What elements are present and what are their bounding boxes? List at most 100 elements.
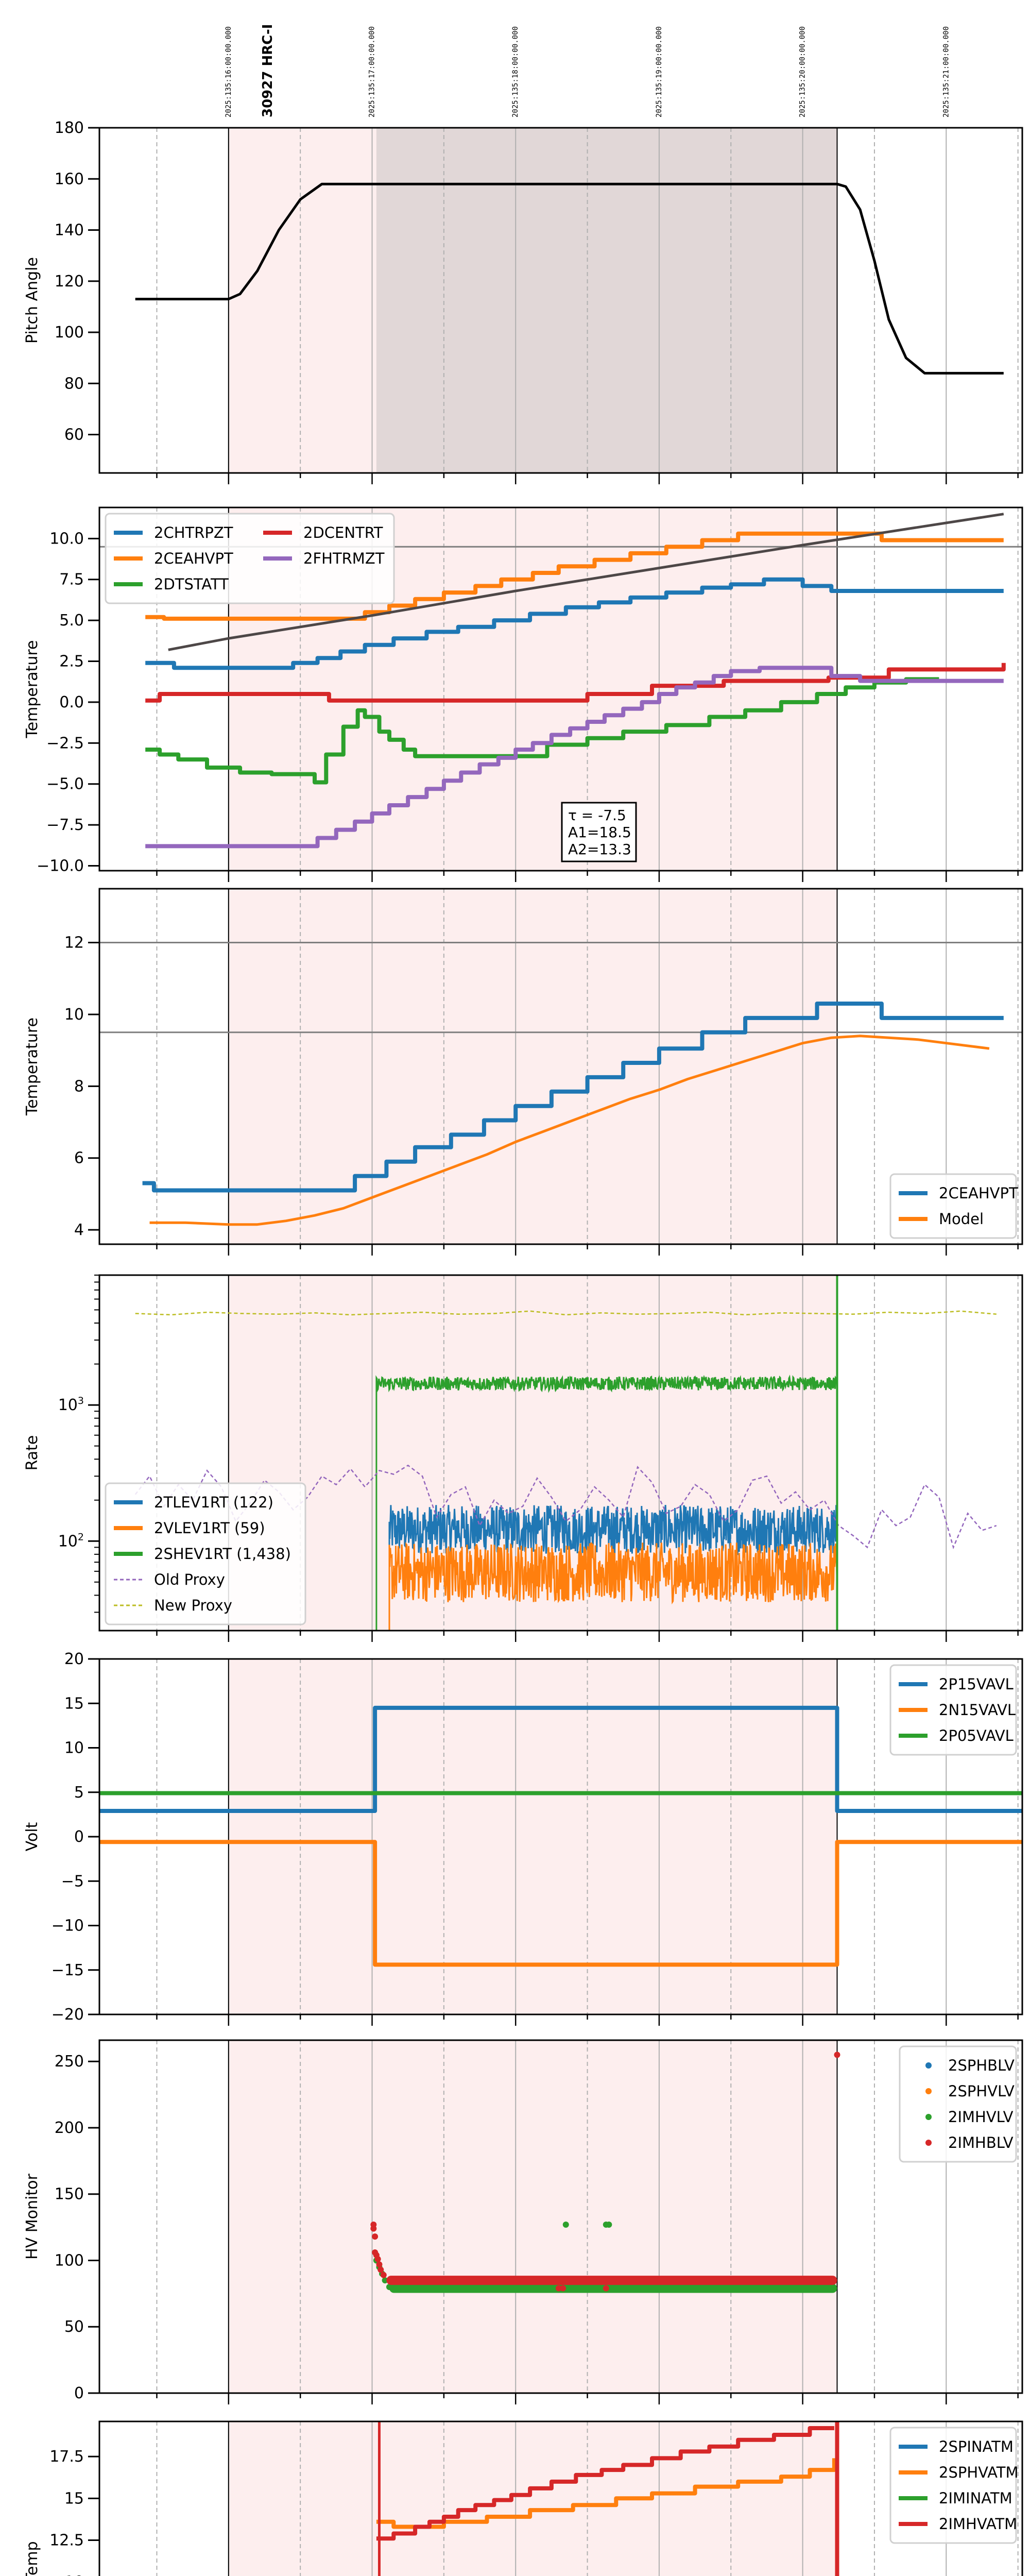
- legend-label: 2N15VAVL: [939, 1701, 1016, 1719]
- legend-label: 2TLEV1RT (122): [154, 1494, 273, 1511]
- series-group: [145, 513, 1006, 849]
- series-group: [135, 182, 1004, 375]
- y-tick-label: 50: [64, 2318, 84, 2336]
- legend-marker: [925, 2140, 932, 2146]
- y-tick-label: −15: [52, 1961, 84, 1979]
- series-2ceahvpt: [142, 1002, 1004, 1193]
- y-tick-label: 140: [55, 222, 84, 240]
- y-tick-label: −20: [52, 2006, 84, 2024]
- legend-label: 2IMHBLV: [948, 2134, 1014, 2151]
- scatter-point: [603, 2285, 609, 2292]
- series-group: [134, 1275, 997, 1631]
- scatter-point: [377, 2266, 384, 2273]
- annotation-box: [561, 802, 637, 862]
- scatter-band: [386, 2276, 837, 2285]
- legend-label: 2IMINATM: [939, 2489, 1012, 2507]
- y-tick-label: 10: [64, 1006, 84, 1024]
- y-tick-label: 7.5: [59, 571, 84, 589]
- y-tick-label: 0.0: [59, 693, 84, 711]
- series-2tlev1rt-122-: [388, 1504, 838, 1631]
- y-axis-label: Detector Temp: [23, 2541, 41, 2576]
- series-2dcentrt: [145, 663, 1006, 703]
- scatter-point: [372, 2233, 379, 2240]
- y-tick-label: 103: [58, 1395, 84, 1414]
- y-tick-label: 15: [64, 1694, 84, 1713]
- legend-label: 2VLEV1RT (59): [154, 1519, 265, 1537]
- legend: 2TLEV1RT (122) 2VLEV1RT (59) 2SHEV1RT (1,4…: [105, 1482, 306, 1625]
- legend-box: [899, 2045, 1017, 2163]
- series-group: [99, 1705, 1022, 1967]
- scatter-point: [370, 2225, 377, 2232]
- panel-pitch: 60 80 100 120 140 160 180 Pitch Angle: [23, 119, 1023, 484]
- legend-label: 2SPINATM: [939, 2438, 1014, 2455]
- y-tick-label: 102: [58, 1531, 84, 1550]
- legend-box: [889, 2427, 1017, 2544]
- y-tick-label: −10.0: [37, 857, 84, 875]
- scatter-point: [374, 2256, 381, 2262]
- legend: 2CHTRPZT 2CEAHVPT 2DTSTATT 2DCENTRT 2FHTRMZT: [105, 513, 395, 604]
- legend-label: 2DCENTRT: [303, 524, 383, 541]
- legend-label: 2SPHBLV: [948, 2057, 1015, 2074]
- y-tick-label: 2.5: [59, 653, 84, 671]
- observation-shading: [228, 1659, 837, 2014]
- y-tick-label: 160: [55, 170, 84, 188]
- scatter-point: [560, 2285, 566, 2292]
- y-tick-label: 0: [74, 1828, 84, 1846]
- y-axis-label: Rate: [23, 1435, 41, 1471]
- y-tick-label: 120: [55, 273, 84, 291]
- plot-frame: [98, 2039, 1023, 2394]
- legend-label: Model: [939, 1210, 984, 1228]
- annotation-line: A1=18.5: [568, 824, 631, 841]
- y-tick-label: 12.5: [49, 2531, 84, 2549]
- legend-label: 2IMHVLV: [948, 2108, 1014, 2126]
- y-tick-label: 17.5: [49, 2448, 84, 2466]
- y-axis-label: Volt: [23, 1822, 41, 1851]
- y-axis-label: Temperature: [23, 640, 41, 738]
- series-2dtstatt: [145, 677, 939, 785]
- y-tick-label: 5: [74, 1784, 84, 1802]
- y-tick-label: 100: [55, 2251, 84, 2269]
- panel-rate: 102 103 Rate 2TLEV1RT (122) 2VLEV1RT (59) 2SH…: [23, 1274, 1023, 1642]
- y-tick-label: 80: [64, 375, 84, 393]
- series-2fhtrmzt: [145, 666, 1004, 849]
- series-pitch: [135, 182, 1004, 375]
- legend-label: 2FHTRMZT: [303, 550, 385, 567]
- observation-shading: [228, 2421, 837, 2576]
- y-axis-label: Temperature: [23, 1018, 41, 1116]
- legend-box: [889, 1173, 1017, 1239]
- plot-frame: [98, 127, 1023, 474]
- y-tick-label: −5: [61, 1872, 84, 1890]
- legend-label: 2IMHVATM: [939, 2515, 1017, 2533]
- scatter-band: [389, 2283, 837, 2293]
- legend-label: 2SPHVLV: [948, 2082, 1015, 2100]
- top-time-label: 2025:135:21:00:00.000: [942, 26, 950, 117]
- series-2shev1rt-1-438-: [375, 1374, 838, 1631]
- y-tick-label: 5.0: [59, 612, 84, 630]
- series-2vlev1rt-59-: [388, 1542, 838, 1631]
- scatter-point: [834, 2052, 840, 2058]
- scatter-point: [376, 2261, 383, 2268]
- y-tick-label: 8: [74, 1077, 84, 1095]
- legend: 2P15VAVL 2N15VAVL 2P05VAVL: [889, 1664, 1017, 1756]
- y-tick-label: 150: [55, 2185, 84, 2204]
- panel-volt: −20−15−10−505101520Volt2P15VAVL2N15VAVL2…: [23, 1650, 1023, 2026]
- series-2n15vavl: [99, 1840, 1022, 1967]
- series-2ceahvpt: [145, 531, 1004, 621]
- scatter-point: [562, 2221, 569, 2228]
- y-tick-label: 10: [64, 2573, 84, 2576]
- legend-label: 2CHTRPZT: [154, 524, 233, 541]
- legend: 2SPINATM 2SPHVATM 2IMINATM 2IMHVATM: [889, 2427, 1018, 2544]
- plot-frame: [98, 506, 1023, 872]
- legend: 2CEAHVPT Model: [889, 1173, 1018, 1239]
- series-2imhblv: [370, 2052, 840, 2292]
- y-tick-label: 0: [74, 2384, 84, 2402]
- y-tick-label: 15: [64, 2489, 84, 2507]
- legend-box: [105, 513, 395, 604]
- y-tick-label: 20: [64, 1650, 84, 1668]
- series-new-proxy: [135, 1310, 997, 1316]
- y-axis-label: Pitch Angle: [23, 257, 41, 344]
- legend-marker: [925, 2114, 932, 2120]
- top-time-label: 2025:135:16:00:00.000: [225, 26, 233, 117]
